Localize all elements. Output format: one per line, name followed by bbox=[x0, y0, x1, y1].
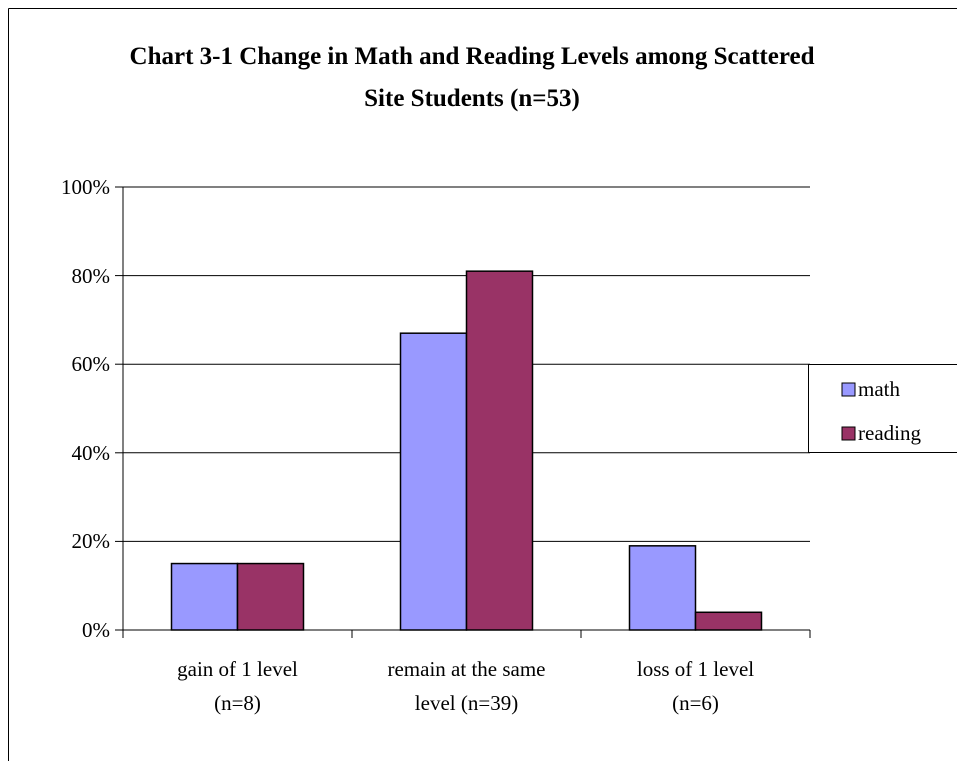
y-tick-label: 20% bbox=[71, 529, 111, 554]
y-tick-label: 80% bbox=[71, 263, 111, 288]
x-tick-label: remain at the same level (n=39) bbox=[387, 657, 546, 715]
x-tick-label: loss of 1 level (n=6) bbox=[636, 657, 755, 715]
legend-swatch bbox=[841, 426, 856, 441]
y-tick-label: 40% bbox=[71, 440, 111, 465]
legend-box bbox=[808, 364, 957, 453]
y-tick-label: 0% bbox=[82, 618, 110, 642]
chart-title: Chart 3-1 Change in Math and Reading Lev… bbox=[129, 43, 815, 112]
bar bbox=[170, 562, 239, 631]
bar bbox=[628, 545, 697, 631]
bar bbox=[694, 611, 763, 631]
y-tick-label: 60% bbox=[71, 352, 111, 377]
bar bbox=[399, 332, 468, 631]
legend-label: reading bbox=[858, 421, 921, 445]
legend-swatch bbox=[841, 382, 856, 397]
y-tick-label: 100% bbox=[61, 175, 110, 199]
bar bbox=[465, 270, 534, 631]
x-tick-label: gain of 1 level (n=8) bbox=[177, 657, 298, 715]
legend-label: math bbox=[858, 377, 900, 401]
bar bbox=[236, 562, 305, 631]
